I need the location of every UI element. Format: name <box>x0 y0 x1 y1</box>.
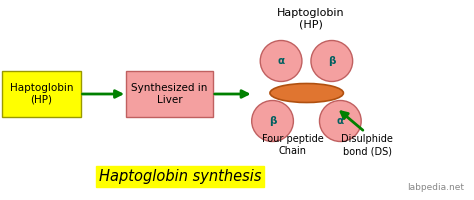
Text: labpedia.net: labpedia.net <box>408 183 465 192</box>
Text: Haptoglobin synthesis: Haptoglobin synthesis <box>99 169 261 184</box>
Ellipse shape <box>252 100 293 142</box>
Text: Disulphide
bond (DS): Disulphide bond (DS) <box>341 134 393 156</box>
FancyBboxPatch shape <box>2 71 81 117</box>
Text: Synthesized in
Liver: Synthesized in Liver <box>131 83 208 105</box>
Text: β: β <box>328 56 336 66</box>
FancyBboxPatch shape <box>126 71 213 117</box>
Ellipse shape <box>319 100 361 142</box>
Text: α: α <box>277 56 285 66</box>
Ellipse shape <box>270 84 343 102</box>
Ellipse shape <box>311 40 353 82</box>
Ellipse shape <box>260 40 302 82</box>
Text: Haptoglobin
(HP): Haptoglobin (HP) <box>10 83 73 105</box>
Text: Haptoglobin
(HP): Haptoglobin (HP) <box>277 8 344 30</box>
Text: α: α <box>337 116 344 126</box>
Text: β: β <box>269 116 276 126</box>
Text: Four peptide
Chain: Four peptide Chain <box>262 134 324 156</box>
